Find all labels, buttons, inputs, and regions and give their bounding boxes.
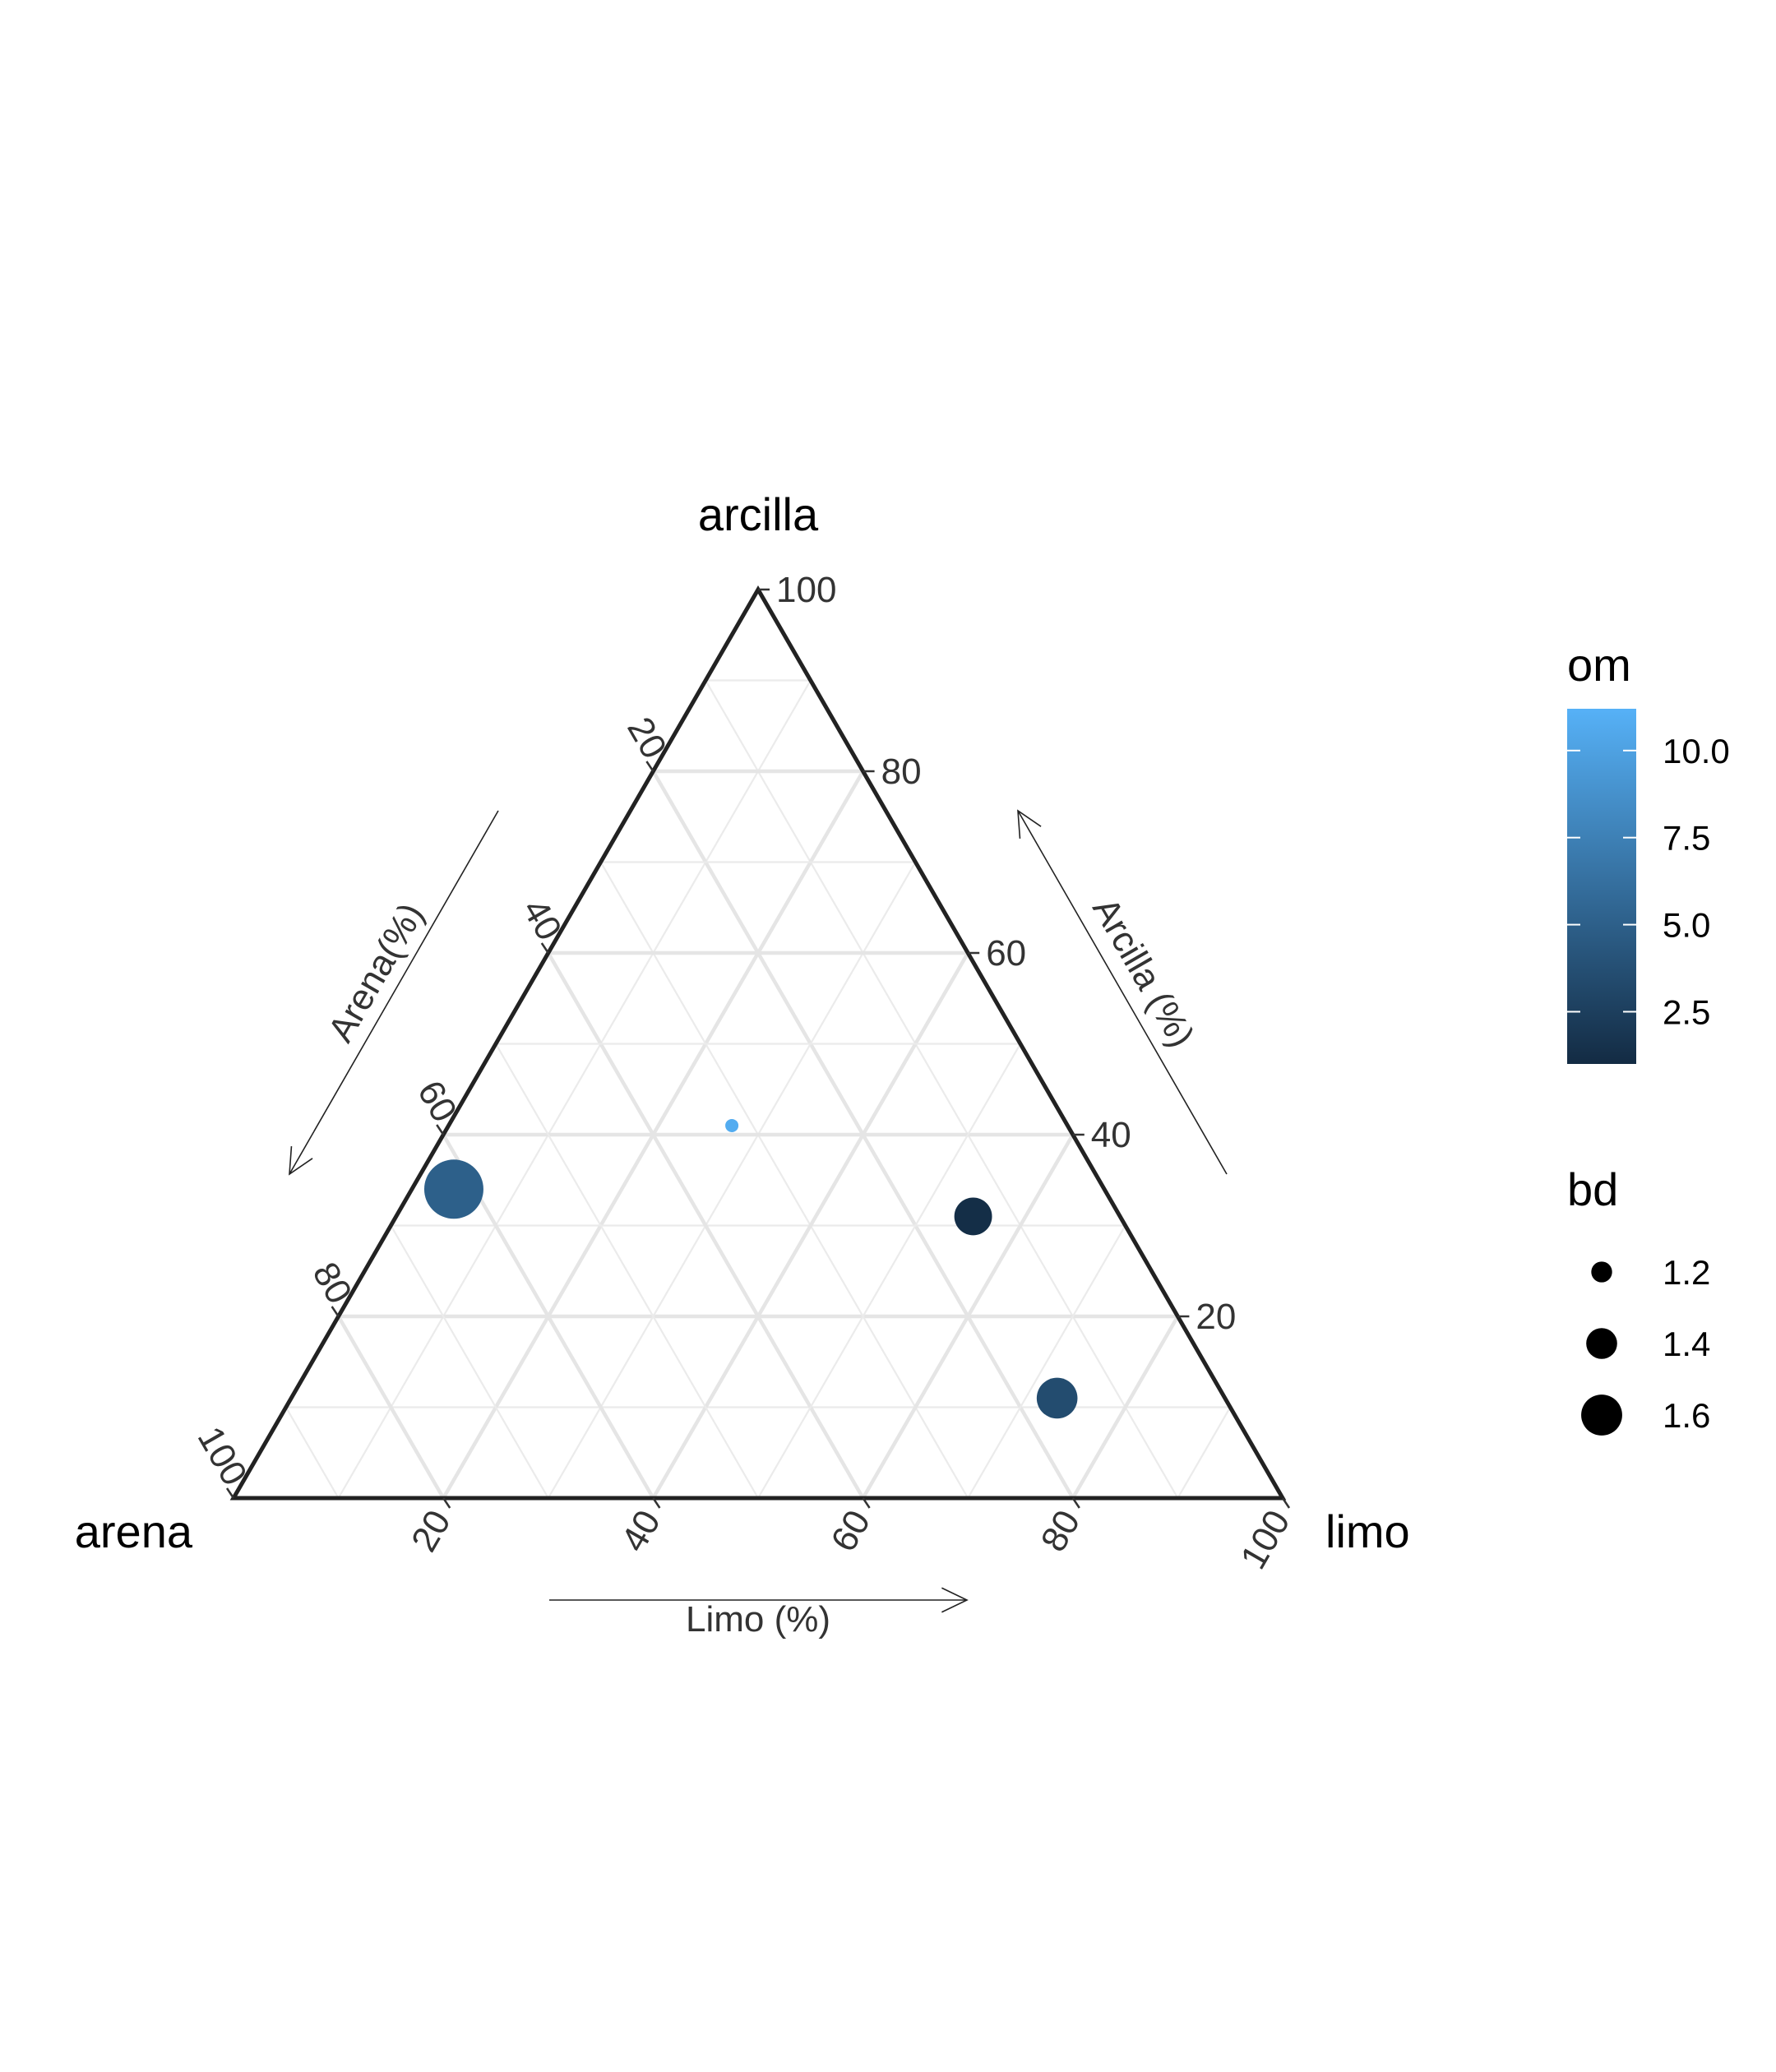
tick-label-limo: 40: [613, 1504, 668, 1559]
tick-label-limo: 20: [404, 1504, 459, 1559]
tick-marks: [225, 588, 1291, 1509]
gridline-arena: [284, 1406, 340, 1499]
legend-color: om 2.5 5.0 7.5 10.0: [1567, 639, 1730, 1064]
legend-size-dot: [1586, 1328, 1617, 1359]
legend-colorbar-ticks: 2.5 5.0 7.5 10.0: [1567, 732, 1730, 1031]
vertex-label-top: arcilla: [698, 488, 819, 540]
triangle-frame: [229, 585, 1287, 1501]
data-point: [1036, 1377, 1078, 1419]
gridline-limo: [337, 679, 812, 1499]
data-point: [954, 1197, 992, 1236]
gridline-limo: [547, 861, 917, 1499]
arrow-arena-head: [289, 1146, 313, 1176]
gridline-arena: [599, 861, 969, 1499]
legend-size-label: 1.6: [1663, 1396, 1710, 1435]
axis-title-bottom: Limo (%): [686, 1599, 830, 1640]
tick-label-arcilla: 20: [1196, 1297, 1236, 1337]
legend-size-items: 1.2 1.4 1.6: [1581, 1253, 1710, 1436]
arrow-limo-head: [941, 1587, 969, 1613]
gridline-arena: [495, 1043, 759, 1499]
tick-arena: [540, 942, 549, 954]
arrow-arcilla: [1017, 810, 1228, 1175]
tick-limo: [442, 1497, 451, 1509]
data-points: [423, 1118, 1078, 1419]
tick-label-arcilla: 80: [881, 752, 922, 792]
axis-arrows: [289, 809, 1228, 1613]
legend-size: bd 1.2 1.4 1.6: [1567, 1163, 1710, 1436]
arrow-arcilla-head: [1017, 809, 1042, 839]
legend-colorbar: [1567, 709, 1636, 1064]
tick-arena: [225, 1487, 235, 1499]
tick-label-arena: 80: [304, 1256, 359, 1311]
tick-limo: [652, 1497, 661, 1509]
data-point: [423, 1159, 483, 1219]
gridline-arena: [705, 679, 1179, 1499]
gridline-arena: [390, 1224, 549, 1499]
axis-title-left: Arena(%): [321, 896, 432, 1048]
data-point: [725, 1118, 739, 1132]
gridline-limo: [1071, 1315, 1180, 1500]
tick-label-arena: 40: [515, 892, 570, 947]
arrow-arena: [289, 810, 499, 1175]
legend-size-dot: [1591, 1261, 1612, 1283]
colorbar-tick-label: 5.0: [1663, 906, 1710, 945]
legend-size-label: 1.2: [1663, 1253, 1710, 1292]
tick-label-limo: 80: [1034, 1504, 1089, 1559]
colorbar-tick-label: 7.5: [1663, 819, 1710, 858]
legend-color-title: om: [1567, 639, 1631, 691]
colorbar-tick-label: 2.5: [1663, 992, 1710, 1031]
tick-label-arcilla: 40: [1091, 1115, 1131, 1155]
gridline-arena: [336, 1315, 446, 1500]
legend-size-label: 1.4: [1663, 1325, 1710, 1363]
tick-arena: [436, 1124, 445, 1135]
tick-label-limo: 60: [823, 1504, 878, 1559]
vertex-label-left: arena: [75, 1505, 193, 1557]
gridline-limo: [1177, 1406, 1232, 1499]
tick-limo: [1071, 1497, 1080, 1509]
gridline-limo: [967, 1224, 1126, 1499]
colorbar-tick-label: 10.0: [1663, 732, 1730, 770]
tick-label-arcilla: 100: [776, 570, 836, 610]
tick-arena: [331, 1306, 340, 1317]
legend-size-title: bd: [1567, 1163, 1618, 1215]
tick-label-arena: 60: [409, 1074, 465, 1129]
tick-limo: [862, 1497, 871, 1509]
legend-size-dot: [1581, 1394, 1622, 1436]
tick-label-limo: 100: [1233, 1504, 1298, 1576]
gridline-limo: [757, 1043, 1021, 1499]
tick-limo: [1281, 1497, 1291, 1509]
grid: [284, 679, 1232, 1500]
tick-arena: [645, 761, 654, 772]
gridline-limo: [861, 1133, 1075, 1500]
tick-label-arcilla: 60: [986, 933, 1026, 974]
vertex-label-right: limo: [1325, 1505, 1410, 1557]
tick-label-arena: 20: [619, 710, 674, 765]
